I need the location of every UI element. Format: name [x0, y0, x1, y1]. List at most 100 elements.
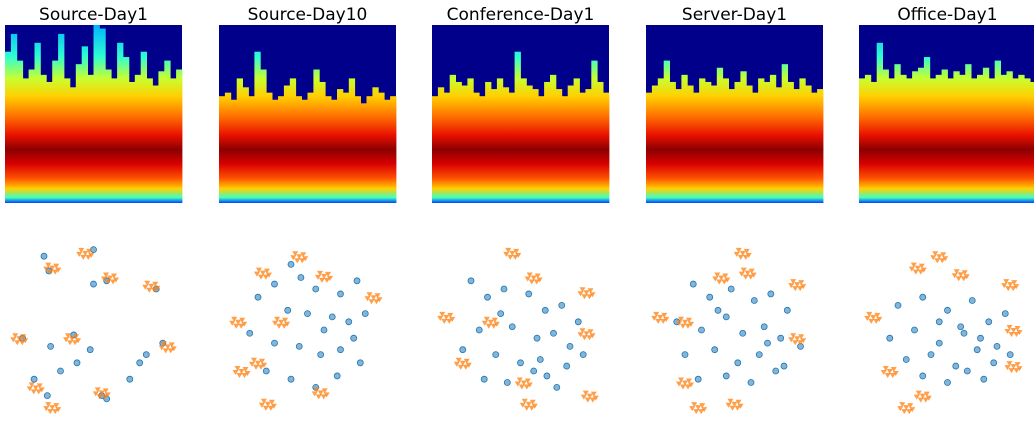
point: [313, 286, 319, 292]
point-cluster: [254, 268, 272, 280]
spectrogram-column: [711, 86, 717, 203]
spectrogram-column: [585, 89, 591, 203]
spectrogram-column: [35, 43, 41, 203]
spectrogram-column: [278, 96, 284, 203]
point-cluster: [930, 251, 948, 263]
point: [699, 327, 705, 333]
spectrogram-column: [865, 75, 871, 203]
point: [695, 376, 701, 382]
spectrogram-column: [597, 82, 603, 203]
spectrogram-column: [1018, 75, 1024, 203]
point-cluster: [43, 263, 61, 275]
point: [334, 373, 340, 379]
point: [534, 335, 540, 341]
point-cluster: [315, 271, 333, 283]
spectrogram-column: [729, 89, 735, 203]
point-cluster: [290, 251, 308, 263]
spectrogram-column: [817, 89, 823, 203]
spectrogram-column: [965, 64, 971, 203]
point: [48, 343, 54, 349]
triangle: [693, 409, 699, 414]
point: [263, 368, 269, 374]
spectrogram-column: [942, 70, 948, 204]
point: [498, 311, 504, 317]
spectrogram-column: [544, 82, 550, 203]
spectrogram-column: [811, 93, 817, 203]
spectrogram-column: [959, 75, 965, 203]
point-cluster: [909, 263, 927, 275]
spectrogram-column: [859, 78, 865, 203]
spectrogram-column: [906, 78, 912, 203]
point: [44, 393, 50, 399]
point: [137, 360, 143, 366]
point-cluster: [739, 268, 757, 280]
spectrogram-column: [497, 78, 503, 203]
spectrogram-column: [918, 68, 924, 203]
triangle: [233, 324, 239, 329]
spectrogram-column: [219, 96, 225, 203]
point: [87, 347, 93, 353]
point: [567, 343, 573, 349]
point-cluster: [864, 312, 882, 324]
spectrogram-column: [64, 78, 70, 203]
point: [518, 360, 524, 366]
spectrogram-column: [948, 78, 954, 203]
spectrogram-column: [231, 100, 237, 203]
triangle: [582, 294, 588, 299]
panel-title: Office-Day1: [897, 5, 997, 25]
point-cluster: [581, 391, 599, 403]
point: [143, 352, 149, 358]
spectrogram-column: [129, 82, 135, 203]
point: [362, 311, 368, 317]
point: [961, 330, 967, 336]
spectrogram-column: [646, 93, 652, 203]
spectrogram-column: [788, 82, 794, 203]
triangle: [163, 348, 169, 353]
spectrogram-column: [378, 93, 384, 203]
point-cluster: [578, 328, 596, 340]
spectrogram-column: [52, 61, 58, 203]
point: [920, 373, 926, 379]
point-cluster: [437, 312, 455, 324]
triangle: [792, 340, 798, 345]
spectrogram-column: [693, 93, 699, 203]
point: [554, 384, 560, 390]
spectrogram-column: [473, 93, 479, 203]
spectrogram-column: [1012, 78, 1018, 203]
point: [58, 368, 64, 374]
point-cluster: [76, 248, 94, 260]
spectrogram-column: [877, 43, 883, 203]
point: [296, 343, 302, 349]
panel-title: Source-Day10: [248, 5, 368, 25]
point: [723, 314, 729, 320]
point-cluster: [689, 402, 707, 414]
triangle: [319, 278, 325, 283]
triangle: [237, 373, 243, 378]
point: [765, 340, 771, 346]
spectrogram-column: [900, 75, 906, 203]
spectrogram-column: [384, 100, 390, 203]
spectrogram-column: [135, 75, 141, 203]
triangle: [47, 409, 53, 414]
spectrogram-column: [912, 71, 918, 203]
spectrogram-column: [456, 82, 462, 203]
triangle: [792, 286, 798, 291]
point: [974, 347, 980, 353]
triangle: [738, 255, 744, 260]
spectrogram-column: [805, 86, 811, 203]
point: [945, 307, 951, 313]
spectrogram-column: [153, 86, 159, 203]
panel-title: Server-Day1: [682, 5, 787, 25]
point-cluster: [520, 399, 538, 411]
spectrogram-column: [676, 89, 682, 203]
spectrogram-column: [260, 70, 266, 204]
triangle: [507, 255, 513, 260]
point: [958, 324, 964, 330]
spectrogram-column: [308, 93, 314, 203]
point: [936, 319, 942, 325]
triangle: [730, 406, 736, 411]
spectrogram-column: [503, 87, 509, 203]
point: [1007, 352, 1013, 358]
point-cluster: [712, 273, 730, 285]
point: [773, 368, 779, 374]
